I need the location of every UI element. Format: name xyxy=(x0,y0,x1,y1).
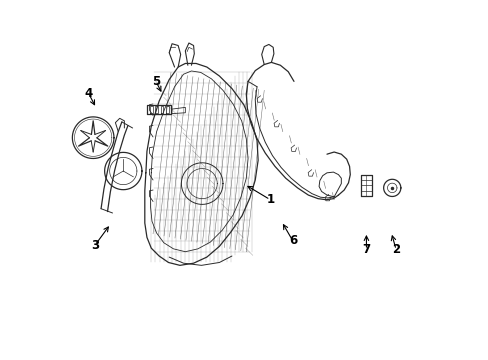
Text: 2: 2 xyxy=(391,243,400,256)
Text: 1: 1 xyxy=(265,193,274,206)
Text: 7: 7 xyxy=(362,243,370,256)
Text: 4: 4 xyxy=(84,87,92,100)
Text: 3: 3 xyxy=(91,239,99,252)
Text: 6: 6 xyxy=(288,234,296,247)
Text: 5: 5 xyxy=(151,75,160,88)
